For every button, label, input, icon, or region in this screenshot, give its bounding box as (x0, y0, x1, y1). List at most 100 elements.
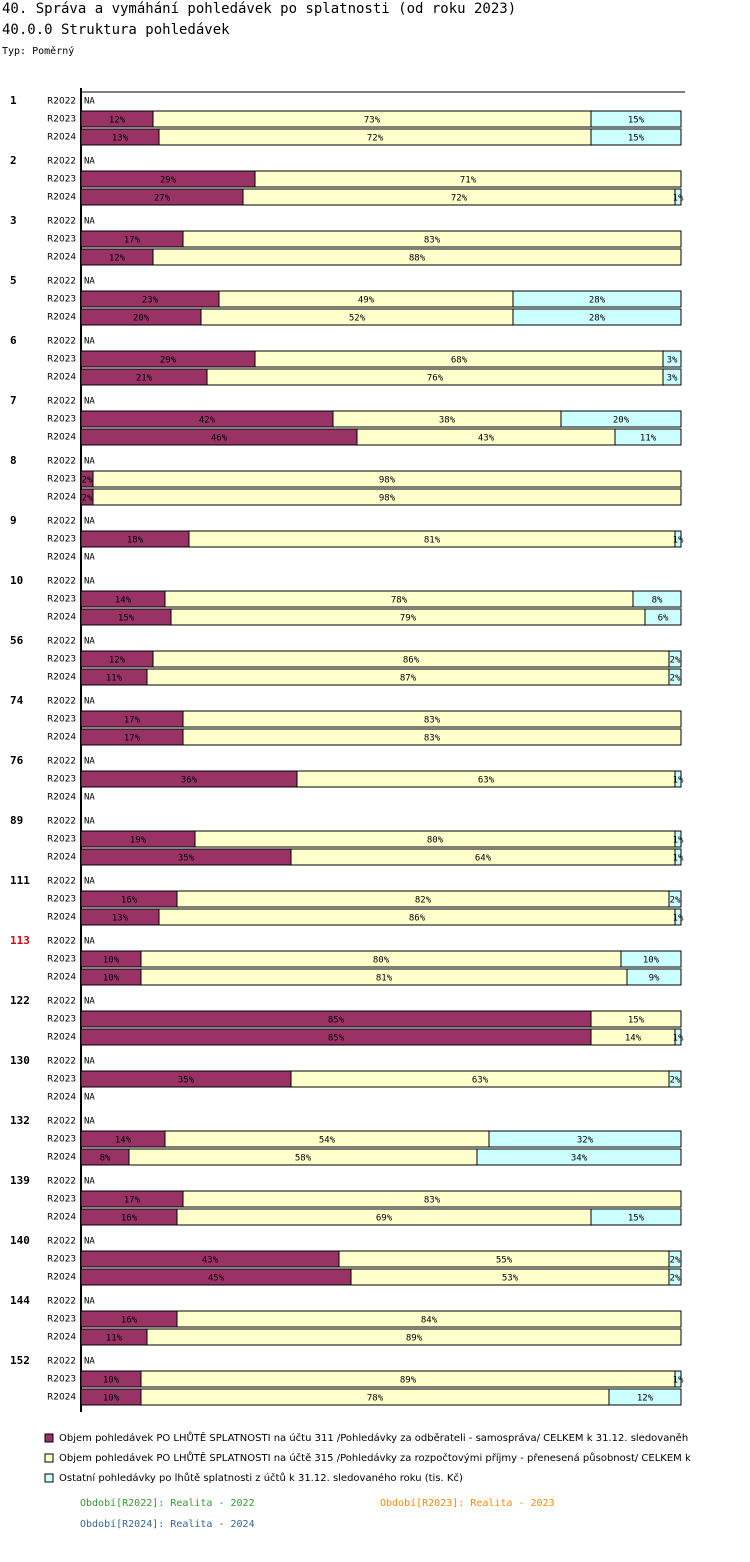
legend-label: Objem pohledávek PO LHŮTĚ SPLATNOSTI na … (59, 1431, 688, 1444)
value-label: 87% (400, 674, 417, 684)
period-label: R2023 (47, 355, 76, 365)
group-label: 5 (10, 274, 17, 287)
period-label: R2022 (47, 817, 76, 827)
period-label: R2024 (47, 1033, 76, 1043)
value-label: 35% (178, 854, 195, 864)
period-label: R2024 (47, 853, 76, 863)
value-label: 11% (640, 434, 657, 444)
value-label: 35% (178, 1076, 195, 1086)
value-label: 80% (373, 956, 390, 966)
bar-segment (674, 830, 682, 848)
period-label: R2024 (47, 1093, 76, 1103)
group-label: 111 (10, 874, 30, 887)
value-label: 14% (115, 1136, 132, 1146)
period-label: R2024 (47, 733, 76, 743)
group-label: 3 (10, 214, 17, 227)
na-label: NA (84, 457, 95, 467)
na-label: NA (84, 1237, 95, 1247)
value-label: 29% (160, 176, 177, 186)
value-label: 1% (673, 1376, 684, 1386)
na-label: NA (84, 157, 95, 167)
value-label: 1% (673, 836, 684, 846)
period-label: R2022 (47, 1117, 76, 1127)
value-label: 2% (82, 476, 93, 486)
period-label: R2023 (47, 595, 76, 605)
value-label: 88% (409, 254, 426, 264)
period-label: R2022 (47, 1177, 76, 1187)
value-label: 2% (670, 1076, 681, 1086)
legend-swatch (44, 1473, 54, 1483)
bar-segment (152, 248, 682, 266)
period-label: R2024 (47, 613, 76, 623)
value-label: 43% (202, 1256, 219, 1266)
period-label: R2024 (47, 433, 76, 443)
na-label: NA (84, 553, 95, 563)
group-label: 8 (10, 454, 17, 467)
bar-segment (632, 590, 682, 608)
value-label: 85% (328, 1034, 345, 1044)
period-label: R2022 (47, 697, 76, 707)
value-label: 10% (643, 956, 660, 966)
period-label: R2023 (47, 535, 76, 545)
na-label: NA (84, 577, 95, 587)
value-label: 72% (367, 134, 384, 144)
group-label: 7 (10, 394, 17, 407)
value-label: 15% (628, 1214, 645, 1224)
value-label: 2% (670, 656, 681, 666)
period-label: R2023 (47, 1075, 76, 1085)
bar-segment (668, 890, 682, 908)
period-label: R2022 (47, 397, 76, 407)
value-label: 81% (376, 974, 393, 984)
value-label: 10% (103, 974, 120, 984)
bar-segment (590, 110, 682, 128)
bar-segment (146, 1328, 682, 1346)
value-label: 16% (121, 1214, 138, 1224)
value-label: 3% (667, 356, 678, 366)
value-label: 1% (673, 914, 684, 924)
value-label: 98% (379, 494, 396, 504)
value-label: 12% (637, 1394, 654, 1404)
period-label: R2023 (47, 715, 76, 725)
group-label: 6 (10, 334, 17, 347)
period-label: R2022 (47, 1057, 76, 1067)
bar-segment (590, 128, 682, 146)
period-label: R2022 (47, 937, 76, 947)
value-label: 64% (475, 854, 492, 864)
value-label: 15% (628, 116, 645, 126)
value-label: 53% (502, 1274, 519, 1284)
legend-swatch (44, 1453, 54, 1463)
period-label: R2022 (47, 997, 76, 1007)
bar-segment (176, 1310, 682, 1328)
value-label: 54% (319, 1136, 336, 1146)
value-label: 17% (124, 236, 141, 246)
group-label: 9 (10, 514, 17, 527)
value-label: 38% (439, 416, 456, 426)
period-label: R2022 (47, 577, 76, 587)
period-label: R2023 (47, 895, 76, 905)
period-label: R2024 (47, 493, 76, 503)
bar-segment (560, 410, 682, 428)
period-label: R2022 (47, 457, 76, 467)
value-label: 1% (673, 776, 684, 786)
period-label: R2024 (47, 913, 76, 923)
value-label: 18% (127, 536, 144, 546)
period-label: R2023 (47, 955, 76, 965)
bar-segment (668, 668, 682, 686)
value-label: 28% (589, 314, 606, 324)
bar-segment (488, 1130, 682, 1148)
value-label: 80% (427, 836, 444, 846)
group-label: 132 (10, 1114, 30, 1127)
na-label: NA (84, 997, 95, 1007)
period-label: R2022 (47, 337, 76, 347)
period-label: R2024 (47, 313, 76, 323)
value-label: 2% (670, 1256, 681, 1266)
period-legend: Období[R2023]: Realita - 2023 (380, 1497, 555, 1509)
period-label: R2022 (47, 1357, 76, 1367)
period-label: R2024 (47, 1273, 76, 1283)
group-label: 140 (10, 1234, 30, 1247)
value-label: 36% (181, 776, 198, 786)
value-label: 28% (589, 296, 606, 306)
group-label: 113 (10, 934, 30, 947)
period-label: R2024 (47, 793, 76, 803)
bar-segment (254, 170, 682, 188)
